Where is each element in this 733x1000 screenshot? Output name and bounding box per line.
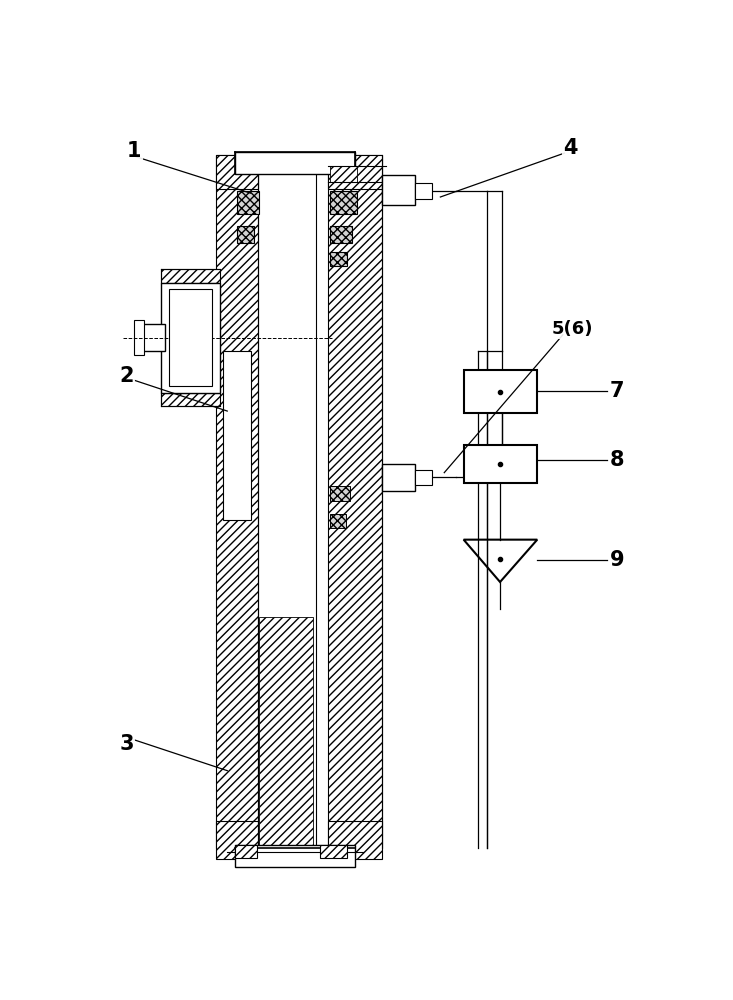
Bar [331,252,347,266]
Bar [216,821,258,859]
Text: 9: 9 [610,550,625,570]
Bar [235,152,355,174]
Bar [331,486,350,501]
Text: 7: 7 [610,381,625,401]
Bar [415,183,432,199]
Bar [259,617,313,848]
Bar [169,289,212,386]
Bar [328,821,382,859]
Text: 8: 8 [610,450,625,470]
Bar [237,226,254,243]
Bar [415,470,432,485]
Bar [134,320,144,355]
Bar [161,283,219,393]
Bar [161,269,219,283]
Bar [382,175,415,205]
Bar [320,845,347,858]
Text: 4: 4 [564,138,578,158]
Bar [216,155,258,848]
Bar [161,393,219,406]
Bar [224,351,251,520]
Bar [331,226,352,243]
Bar [216,155,258,189]
Bar [464,445,537,483]
Bar [235,845,257,858]
Text: 3: 3 [119,734,133,754]
Bar [382,464,415,491]
Text: 1: 1 [127,141,141,161]
Bar [237,191,259,214]
Text: 2: 2 [119,366,133,386]
Text: 5(6): 5(6) [551,320,593,338]
Bar [331,191,358,214]
Bar [464,370,537,413]
Bar [331,514,346,528]
Bar [258,155,317,848]
Bar [331,166,358,182]
Bar [328,155,382,848]
Bar [235,845,355,867]
Bar [328,155,382,189]
Bar [138,324,165,351]
